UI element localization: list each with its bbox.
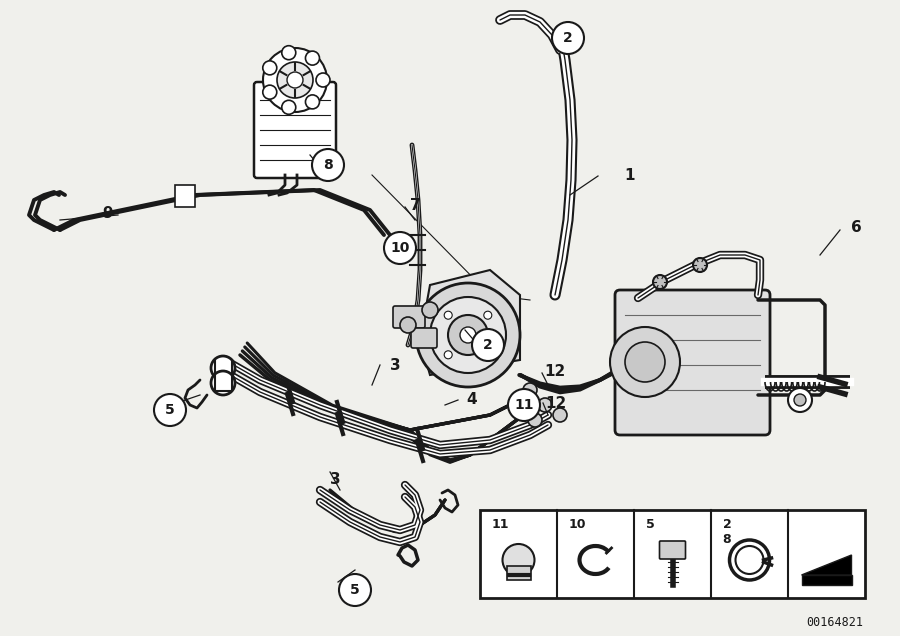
Circle shape (277, 62, 313, 98)
Circle shape (430, 297, 506, 373)
Circle shape (316, 73, 330, 87)
Circle shape (448, 315, 488, 355)
Circle shape (693, 258, 707, 272)
Text: 2: 2 (483, 338, 493, 352)
FancyBboxPatch shape (254, 82, 336, 178)
Circle shape (610, 327, 680, 397)
Circle shape (312, 149, 344, 181)
Text: 7: 7 (410, 198, 420, 212)
Circle shape (211, 371, 235, 395)
Text: 3: 3 (329, 473, 340, 488)
Circle shape (460, 327, 476, 343)
Circle shape (794, 394, 806, 406)
Polygon shape (420, 270, 520, 375)
Circle shape (211, 356, 235, 380)
Circle shape (305, 51, 320, 65)
Circle shape (282, 46, 296, 60)
Text: 2: 2 (563, 31, 573, 45)
Text: 4: 4 (467, 392, 477, 408)
Circle shape (282, 100, 296, 114)
Circle shape (472, 329, 504, 361)
Bar (480, 510, 865, 598)
Text: 5: 5 (165, 403, 175, 417)
Text: 12: 12 (544, 364, 565, 380)
Bar (802, 575, 851, 585)
Text: 3: 3 (390, 357, 400, 373)
Text: 5: 5 (350, 583, 360, 597)
Text: 11: 11 (491, 518, 509, 531)
Circle shape (538, 398, 552, 412)
Text: 8: 8 (323, 158, 333, 172)
FancyBboxPatch shape (411, 328, 437, 348)
Text: 1: 1 (625, 167, 635, 183)
Circle shape (263, 61, 277, 75)
Circle shape (484, 351, 491, 359)
Polygon shape (802, 555, 851, 575)
Circle shape (653, 275, 667, 289)
FancyBboxPatch shape (615, 290, 770, 435)
Circle shape (287, 72, 303, 88)
Circle shape (154, 394, 186, 426)
Text: 2
8: 2 8 (723, 518, 732, 546)
Circle shape (552, 22, 584, 54)
Circle shape (788, 388, 812, 412)
Text: 00164821: 00164821 (806, 616, 863, 629)
Circle shape (553, 408, 567, 422)
Text: 11: 11 (514, 398, 534, 412)
FancyBboxPatch shape (660, 541, 686, 559)
Circle shape (339, 574, 371, 606)
Text: 10: 10 (391, 241, 410, 255)
Circle shape (735, 546, 763, 574)
FancyBboxPatch shape (393, 306, 425, 328)
Circle shape (528, 413, 542, 427)
Bar (507, 566, 530, 580)
Text: 6: 6 (850, 221, 861, 235)
Circle shape (416, 283, 520, 387)
Circle shape (445, 311, 452, 319)
Circle shape (445, 351, 452, 359)
Circle shape (508, 389, 540, 421)
Circle shape (263, 85, 277, 99)
Circle shape (523, 383, 537, 397)
Circle shape (730, 540, 770, 580)
Circle shape (305, 95, 320, 109)
Circle shape (502, 544, 535, 576)
Text: 5: 5 (645, 518, 654, 531)
Bar (175, 185, 195, 207)
Circle shape (400, 317, 416, 333)
Circle shape (484, 311, 491, 319)
Text: 9: 9 (103, 205, 113, 221)
Text: 12: 12 (545, 396, 567, 410)
Circle shape (625, 342, 665, 382)
Text: 10: 10 (569, 518, 586, 531)
Circle shape (384, 232, 416, 264)
Circle shape (422, 302, 438, 318)
Circle shape (263, 48, 327, 112)
